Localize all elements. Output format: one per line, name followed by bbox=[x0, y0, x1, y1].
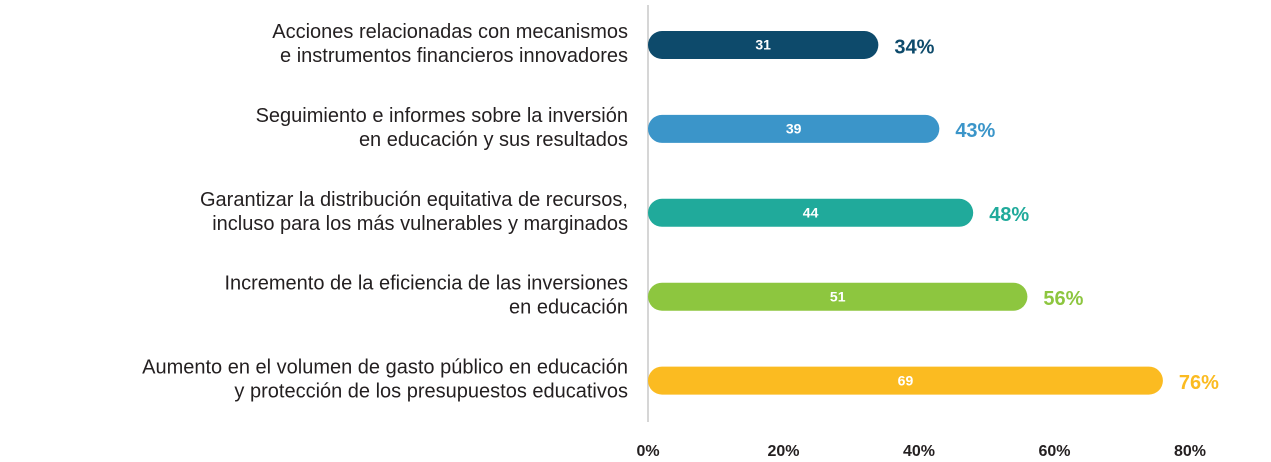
bar-count: 69 bbox=[898, 372, 914, 388]
category-label: Seguimiento e informes sobre la inversió… bbox=[256, 105, 628, 151]
bar bbox=[648, 114, 940, 143]
bar-count: 44 bbox=[803, 205, 819, 221]
category-label: Incremento de la eficiencia de las inver… bbox=[224, 273, 628, 319]
category-line: Aumento en el volumen de gasto público e… bbox=[142, 357, 628, 379]
category-line: incluso para los más vulnerables y margi… bbox=[212, 213, 628, 235]
bar-count: 51 bbox=[830, 288, 846, 304]
category-line: Acciones relacionadas con mecanismos bbox=[272, 21, 628, 43]
category-line: y protección de los presupuestos educati… bbox=[234, 381, 628, 403]
category-label: Acciones relacionadas con mecanismos e in… bbox=[272, 21, 628, 67]
value-label: 48% bbox=[989, 204, 1029, 226]
x-tick-label: 60% bbox=[1038, 443, 1070, 460]
category-line: en educación bbox=[509, 297, 628, 319]
bar-count: 31 bbox=[755, 37, 771, 53]
bar-count: 39 bbox=[786, 121, 802, 137]
x-tick-label: 80% bbox=[1174, 443, 1206, 460]
category-line: Incremento de la eficiencia de las inver… bbox=[224, 273, 628, 295]
bar bbox=[648, 198, 974, 227]
value-label: 34% bbox=[894, 36, 934, 58]
x-tick-label: 40% bbox=[903, 443, 935, 460]
x-tick-label: 0% bbox=[636, 443, 659, 460]
value-label: 76% bbox=[1179, 372, 1219, 394]
category-line: Seguimiento e informes sobre la inversió… bbox=[256, 105, 628, 127]
category-label: Aumento en el volumen de gasto público e… bbox=[142, 357, 628, 403]
value-label: 56% bbox=[1043, 288, 1083, 310]
bar bbox=[648, 366, 1163, 395]
category-line: en educación y sus resultados bbox=[359, 129, 628, 151]
category-line: Garantizar la distribución equitativa de… bbox=[200, 189, 628, 211]
value-label: 43% bbox=[955, 120, 995, 142]
category-line: e instrumentos financieros innovadores bbox=[280, 45, 628, 67]
category-label: Garantizar la distribución equitativa de… bbox=[200, 189, 628, 235]
bar bbox=[648, 31, 879, 59]
x-tick-label: 20% bbox=[767, 443, 799, 460]
bar bbox=[648, 282, 1028, 311]
